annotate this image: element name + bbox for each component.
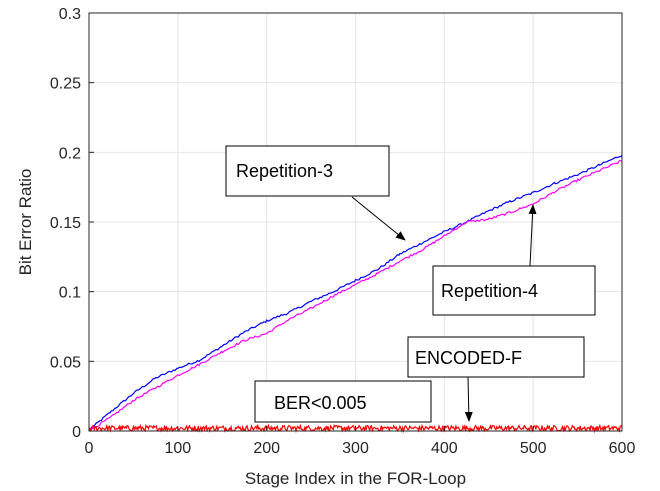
y-axis-label: Bit Error Ratio [16,169,35,276]
y-tick-label: 0 [72,424,81,441]
x-tick-label: 100 [164,440,191,457]
y-tick-label: 0.25 [50,76,81,93]
annotation-text-repetition-3: Repetition-3 [236,161,333,181]
x-tick-label: 300 [342,440,369,457]
y-tick-label: 0.1 [59,285,81,302]
annotation-box-repetition-3 [225,145,390,197]
annotation-box-encoded-f [407,336,585,378]
y-tick-label: 0.15 [50,215,81,232]
annotation-text-repetition-4: Repetition-4 [441,281,538,301]
x-tick-label: 0 [85,440,94,457]
x-tick-label: 400 [431,440,458,457]
x-tick-label: 200 [253,440,280,457]
y-tick-label: 0.2 [59,145,81,162]
x-axis-label: Stage Index in the FOR-Loop [245,469,466,488]
annotation-box-repetition-4 [432,265,596,316]
y-tick-label: 0.05 [50,354,81,371]
ticks: 0 100 200 300 400 500 600 0 0.05 0.1 0.15 0.2 0.25 0.… [50,6,636,457]
annotation-arrow-encoded-f [464,376,473,422]
annotation-text-ber: BER<0.005 [274,393,367,413]
annotation-arrow-repetition-3 [351,196,406,241]
annotation-arrow-repetition-4 [528,204,537,267]
series-line-repetition-3 [88,154,623,432]
annotation-box-ber [254,380,432,423]
y-tick-label: 0.3 [59,6,81,23]
x-tick-label: 500 [520,440,547,457]
x-tick-label: 600 [609,440,636,457]
annotations: Repetition-3 Repetition-4 ENCODED-F BER<… [225,145,596,423]
annotation-text-encoded-f: ENCODED-F [415,348,522,368]
series-line-repetition-4 [88,160,623,432]
